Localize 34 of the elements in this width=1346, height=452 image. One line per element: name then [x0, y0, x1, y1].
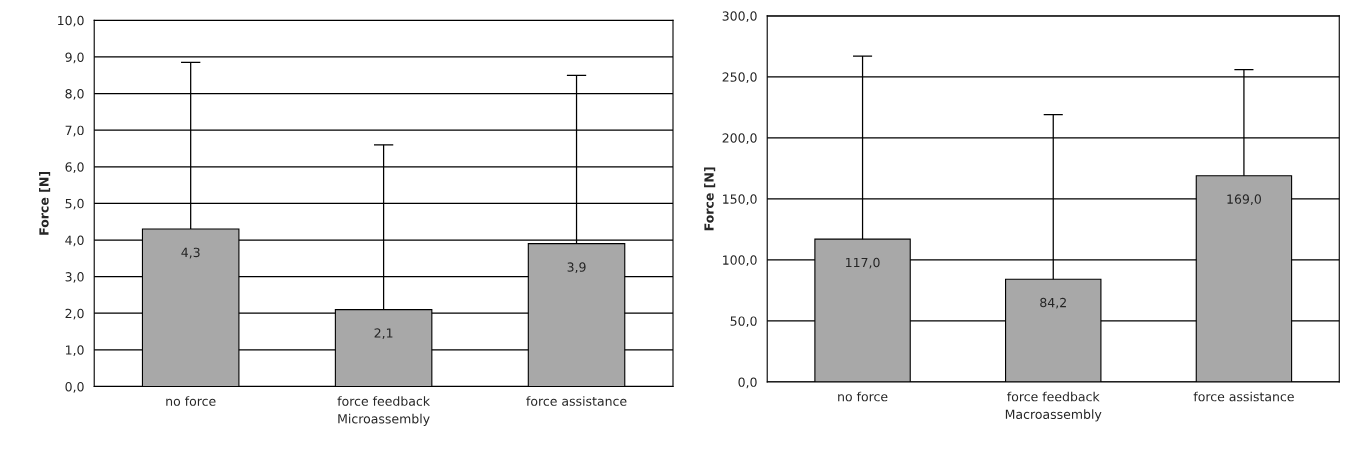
data-label: 84,2 — [1040, 297, 1066, 309]
y-axis-title: Force [N] — [704, 167, 716, 231]
x-tick-label: force feedback — [1007, 391, 1100, 402]
y-tick-label: 5,0 — [65, 198, 84, 210]
data-label: 2,1 — [374, 328, 393, 339]
y-tick-label: 7,0 — [65, 125, 84, 137]
x-tick-label: no force — [166, 396, 216, 406]
y-tick-label: 3,0 — [65, 272, 84, 283]
x-tick-label: force assistance — [1193, 391, 1294, 402]
y-tick-label: 10,0 — [58, 15, 84, 27]
y-tick-label: 50,0 — [730, 316, 757, 328]
y-tick-label: 200,0 — [722, 133, 757, 145]
y-tick-label: 100,0 — [723, 255, 757, 267]
data-label: 4,3 — [181, 247, 200, 259]
data-label: 117,0 — [846, 257, 880, 269]
y-tick-label: 6,0 — [65, 162, 84, 173]
x-tick-label: no force — [838, 391, 888, 402]
y-tick-label: 4,0 — [65, 235, 84, 247]
y-tick-label: 1,0 — [65, 345, 84, 357]
y-tick-label: 0,0 — [738, 377, 757, 389]
x-tick-label: force assistance — [526, 396, 627, 406]
data-label: 169,0 — [1227, 194, 1261, 206]
y-tick-label: 9,0 — [65, 52, 84, 64]
y-tick-label: 300,0 — [722, 11, 757, 23]
y-tick-label: 8,0 — [65, 89, 84, 100]
y-axis-title: Force [N] — [39, 172, 51, 235]
x-tick-label: force feedback — [337, 396, 430, 406]
x-axis-title: Microassembly — [338, 413, 430, 426]
y-tick-label: 2,0 — [65, 308, 84, 320]
y-tick-label: 0,0 — [65, 381, 84, 393]
x-axis-title: Macroassembly — [1005, 409, 1102, 422]
y-tick-label: 150,0 — [723, 194, 757, 206]
data-label: 3,9 — [567, 262, 586, 274]
y-tick-label: 250,0 — [722, 72, 757, 84]
